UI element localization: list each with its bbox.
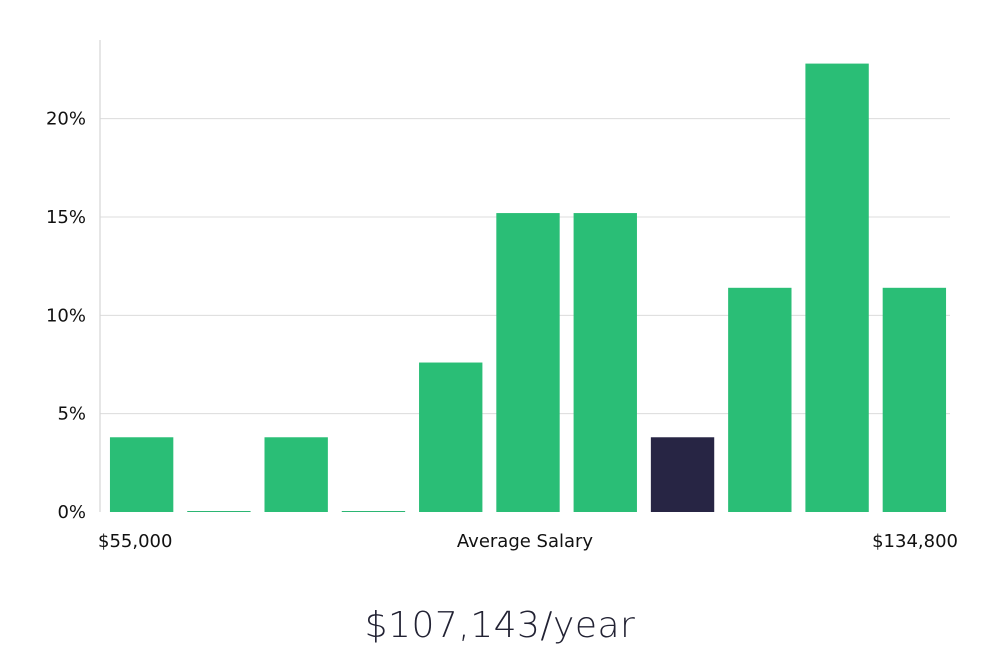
x-min-label: $55,000 — [98, 531, 172, 552]
average-salary-value: $107,143/year — [364, 605, 636, 646]
bar — [419, 362, 483, 512]
salary-histogram: 0% 5% 10% 15% 20% $55,000 Average Salary $13… — [46, 40, 958, 552]
bar — [264, 437, 328, 512]
bars — [109, 63, 947, 513]
bar — [805, 63, 869, 512]
y-tick-label: 10% — [46, 305, 86, 326]
bar — [882, 287, 947, 512]
bar — [496, 213, 560, 513]
bar — [109, 437, 174, 512]
x-axis-title: Average Salary — [457, 531, 594, 552]
x-max-label: $134,800 — [872, 531, 958, 552]
y-tick-label: 20% — [46, 109, 86, 130]
y-tick-label: 0% — [57, 502, 86, 523]
bar — [728, 287, 792, 512]
y-axis-ticks: 0% 5% 10% 15% 20% — [46, 109, 86, 523]
bar — [573, 213, 637, 513]
y-tick-label: 5% — [57, 404, 86, 425]
bar-highlighted — [650, 437, 715, 512]
y-tick-label: 15% — [46, 207, 86, 228]
